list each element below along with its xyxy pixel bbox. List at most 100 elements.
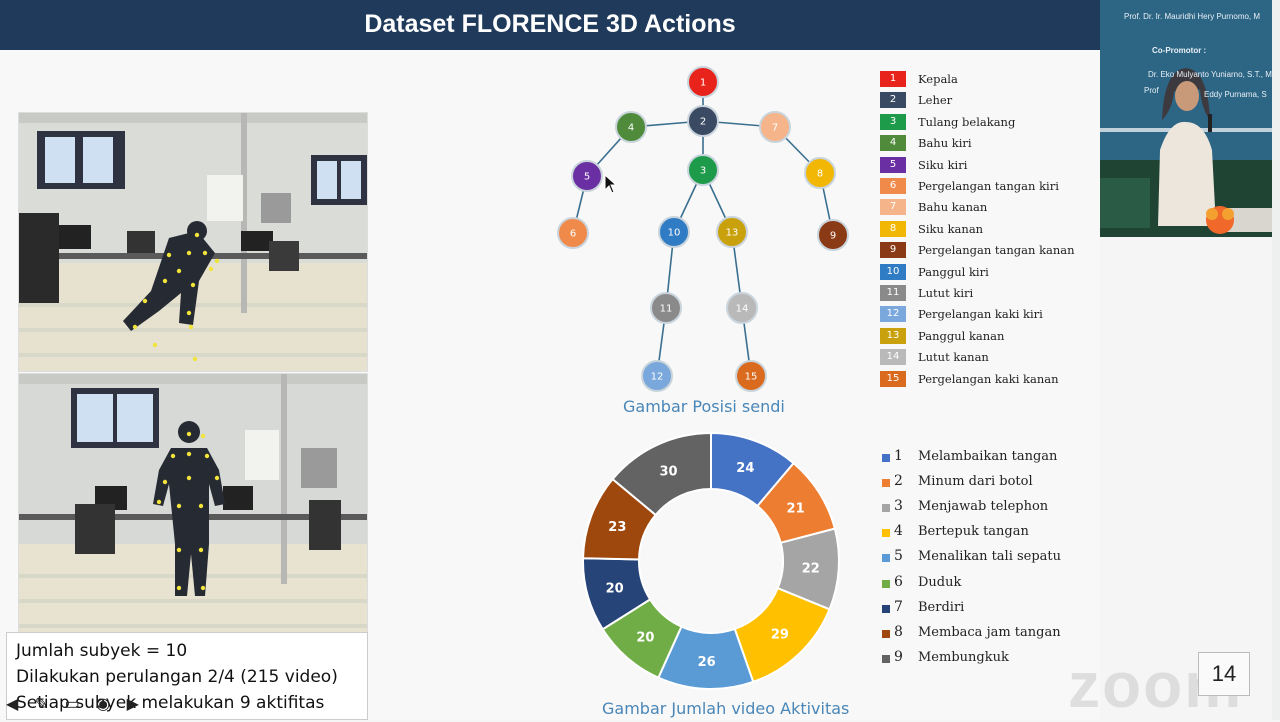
activity-legend-number: 9 <box>894 648 903 665</box>
joint-legend-item-8: 8 Siku kanan <box>880 220 1080 238</box>
skeleton-caption: Gambar Posisi sendi <box>623 397 785 416</box>
joint-legend-item-9: 9 Pergelangan tangan kanan <box>880 241 1080 259</box>
donut-value-label-9: 30 <box>660 464 678 479</box>
joint-legend-swatch: 13 <box>880 327 906 344</box>
activity-legend-number: 3 <box>894 498 903 515</box>
slide-title: Dataset FLORENCE 3D Actions <box>364 10 736 38</box>
activity-legend-swatch <box>882 454 890 462</box>
activity-legend-label: Membungkuk <box>918 649 1009 665</box>
joint-legend-swatch: 12 <box>880 306 906 323</box>
zoom-controls-icon[interactable]: ◀ ✎ ▭ ◉ ▶ <box>6 696 145 713</box>
activity-legend-item-3: 3 Menjawab telephon <box>880 498 1100 518</box>
donut-value-label-5: 26 <box>698 655 716 670</box>
activity-legend-item-4: 4 Bertepuk tangan <box>880 523 1100 543</box>
joint-node-label-14: 14 <box>736 304 749 315</box>
joint-node-label-3: 3 <box>700 166 706 177</box>
joint-legend-item-2: 2 Leher <box>880 91 1080 109</box>
slide: Dataset FLORENCE 3D Actions <box>0 0 1100 720</box>
activity-legend-number: 8 <box>894 623 903 640</box>
donut-value-label-6: 20 <box>636 630 654 645</box>
activity-legend-number: 7 <box>894 598 903 615</box>
activity-legend-label: Melambaikan tangan <box>918 449 1058 464</box>
joint-legend-item-4: 4 Bahu kiri <box>880 134 1080 152</box>
slide-title-bar: Dataset FLORENCE 3D Actions <box>0 0 1100 50</box>
joint-legend-label: Pergelangan kaki kanan <box>918 371 1059 386</box>
joint-node-label-9: 9 <box>830 231 836 242</box>
joint-legend-label: Lutut kanan <box>918 350 989 365</box>
joint-node-13 <box>716 216 748 248</box>
joint-node-7 <box>759 111 791 143</box>
joint-node-label-2: 2 <box>700 117 706 128</box>
joint-node-4 <box>615 111 647 143</box>
video-text-copromotor: Co-Promotor : <box>1152 46 1207 55</box>
activity-legend-item-1: 1 Melambaikan tangan <box>880 448 1100 468</box>
activity-legend-swatch <box>882 529 890 538</box>
activity-legend-swatch <box>882 629 890 638</box>
joint-node-label-6: 6 <box>570 229 576 240</box>
activity-donut-chart: 24 21 22 29 26 20 20 23 30 <box>582 431 840 690</box>
joint-legend-swatch: 6 <box>880 178 906 194</box>
joint-node-label-7: 7 <box>772 123 778 134</box>
joint-legend-label: Tulang belakang <box>918 114 1016 129</box>
activity-legend-swatch <box>882 579 890 588</box>
video-text-copromotor-2a: Prof <box>1144 86 1159 95</box>
joint-legend-label: Siku kanan <box>918 221 984 236</box>
joint-node-label-11: 11 <box>660 304 673 315</box>
joint-node-6 <box>557 217 589 249</box>
activity-legend-item-7: 7 Berdiri <box>880 599 1100 619</box>
right-edge <box>1272 0 1280 720</box>
activity-legend-label: Menjawab telephon <box>918 499 1049 515</box>
joint-legend-swatch: 2 <box>880 92 906 109</box>
joint-node-label-1: 1 <box>700 78 706 89</box>
joint-legend-label: Siku kiri <box>918 157 968 172</box>
joint-legend-item-3: 3 Tulang belakang <box>880 113 1080 131</box>
joint-node-1 <box>687 66 719 98</box>
joint-legend-item-11: 11 Lutut kiri <box>880 284 1080 302</box>
activity-legend-swatch <box>882 479 890 488</box>
joint-legend-label: Bahu kiri <box>918 136 972 151</box>
donut-value-label-1: 24 <box>736 461 754 476</box>
joint-node-11 <box>650 292 682 324</box>
activity-legend-item-9: 9 Membungkuk <box>880 649 1100 669</box>
joint-legend-label: Pergelangan tangan kiri <box>918 179 1059 193</box>
joint-legend-swatch: 7 <box>880 199 906 216</box>
joint-node-label-8: 8 <box>817 169 823 180</box>
activity-legend-number: 5 <box>894 548 903 565</box>
joint-legend-label: Pergelangan kaki kiri <box>918 307 1043 322</box>
dataset-info-box: Jumlah subyek = 10 Dilakukan perulangan … <box>6 632 368 720</box>
joint-legend-swatch: 10 <box>880 263 906 280</box>
joint-legend-item-1: 1 Kepala <box>880 70 1080 88</box>
kinect-photo-standing <box>18 373 368 635</box>
activity-legend-number: 1 <box>894 448 903 464</box>
joint-legend-swatch: 15 <box>880 370 906 387</box>
joint-legend-label: Leher <box>918 93 953 108</box>
joint-node-2 <box>687 105 719 137</box>
joint-legend-label: Bahu kanan <box>918 200 988 215</box>
joint-legend-item-15: 15 Pergelangan kaki kanan <box>880 370 1080 388</box>
joint-legend-swatch: 5 <box>880 156 906 173</box>
video-text-copromotor-2b: Eddy Purnama, S <box>1204 90 1267 99</box>
joint-node-3 <box>687 154 719 186</box>
activity-legend-item-6: 6 Duduk <box>880 574 1100 594</box>
activity-legend-item-8: 8 Membaca jam tangan <box>880 624 1100 644</box>
presenter-video[interactable]: Prof. Dr. Ir. Mauridhi Hery Purnomo, M C… <box>1100 0 1272 237</box>
activity-legend-swatch <box>882 604 890 613</box>
joint-node-8 <box>804 157 836 189</box>
joint-legend-swatch: 9 <box>880 242 906 259</box>
page-number: 14 <box>1198 652 1250 696</box>
activity-legend-label: Menalikan tali sepatu <box>918 549 1062 565</box>
donut-value-label-2: 21 <box>787 502 805 517</box>
info-subjects: Jumlah subyek = 10 <box>16 641 188 661</box>
joint-legend-label: Lutut kiri <box>918 286 974 300</box>
activity-legend-item-5: 5 Menalikan tali sepatu <box>880 548 1100 568</box>
joint-legend-swatch: 4 <box>880 135 906 152</box>
joint-node-15 <box>735 360 767 392</box>
joint-node-12 <box>641 360 673 392</box>
activity-legend-label: Minum dari botol <box>918 474 1033 490</box>
joint-legend-item-14: 14 Lutut kanan <box>880 348 1080 366</box>
donut-value-label-4: 29 <box>771 627 789 642</box>
joint-legend-swatch: 8 <box>880 220 906 237</box>
joint-legend-swatch: 14 <box>880 349 906 366</box>
joint-legend-item-7: 7 Bahu kanan <box>880 198 1080 216</box>
activity-legend-swatch <box>882 504 890 513</box>
